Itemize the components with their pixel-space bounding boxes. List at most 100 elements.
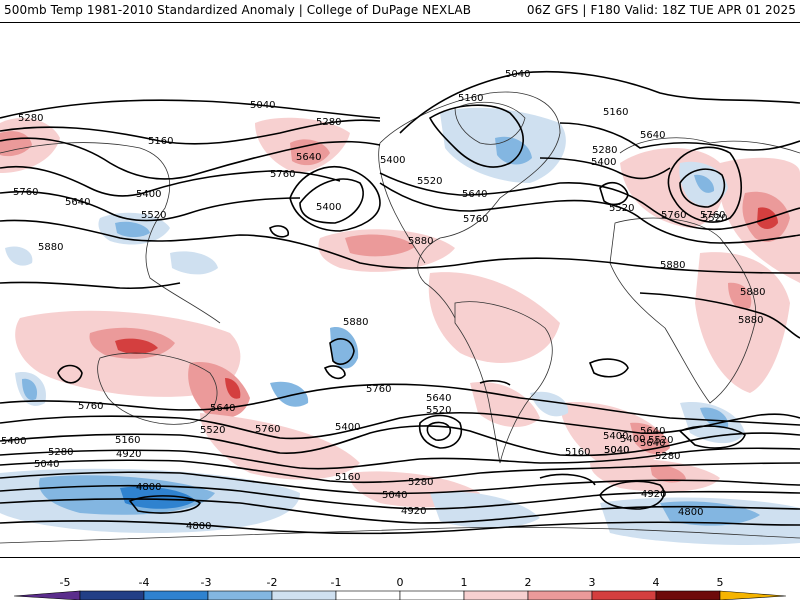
coastline-north-america-west xyxy=(378,142,426,264)
contour-line xyxy=(539,473,596,486)
contour-line xyxy=(289,166,381,232)
coastline-south-america xyxy=(454,301,553,464)
contour-label: 5760 xyxy=(13,187,38,198)
colorbar-tick-label: -5 xyxy=(60,576,71,589)
height-labels: 5040 5040 5160 5160 5280 5280 5160 5280 … xyxy=(1,69,765,532)
coastline-australia xyxy=(97,352,218,425)
contour-line xyxy=(559,122,800,151)
contour-label: 5520 xyxy=(426,405,451,416)
contour-line xyxy=(0,383,521,411)
coastline-antarctica xyxy=(0,526,800,544)
contour-label: 5400 xyxy=(591,157,616,168)
contour-line xyxy=(269,225,290,238)
contour-line xyxy=(0,219,471,269)
contour-line xyxy=(428,104,524,168)
colorbar-underflow xyxy=(13,590,81,600)
contour-label: 5280 xyxy=(18,113,43,124)
contour-label: 5280 xyxy=(48,447,73,458)
contour-label: 5040 xyxy=(382,490,407,501)
colorbar-tick-label: -3 xyxy=(201,576,212,589)
contour-label: 5880 xyxy=(343,317,368,328)
coastline-africa xyxy=(609,217,757,404)
colorbar-tick-label: 0 xyxy=(397,576,404,589)
colorbar-swatch xyxy=(655,590,721,600)
colorbar-swatch xyxy=(271,590,337,600)
contour-label: 5280 xyxy=(592,145,617,156)
anomaly-patch xyxy=(695,252,790,393)
contour-line xyxy=(0,484,800,510)
contour-line xyxy=(599,181,629,206)
anomaly-patch xyxy=(115,221,150,238)
colorbar-swatch xyxy=(463,590,529,600)
contour-label: 5640 xyxy=(462,189,487,200)
contour-label: 5760 xyxy=(463,214,488,225)
contour-line xyxy=(0,425,800,457)
contour-line xyxy=(0,119,381,145)
contour-line xyxy=(519,397,800,426)
map-title: 500mb Temp 1981-2010 Standardized Anomal… xyxy=(4,3,472,17)
contour-label: 5160 xyxy=(115,435,140,446)
contour-label: 5760 xyxy=(661,210,686,221)
coastline-greenland xyxy=(454,101,526,145)
southern-jet-labels: 5520 5640 5400 xyxy=(620,434,673,449)
contour-label: 5880 xyxy=(738,315,763,326)
contour-label: 5520 xyxy=(648,435,673,446)
contour-label: 5280 xyxy=(655,451,680,462)
contour-label: 5520 xyxy=(417,176,442,187)
contour-line xyxy=(0,281,181,290)
contour-line xyxy=(0,459,800,484)
colorbar-swatch xyxy=(207,590,273,600)
contour-line xyxy=(0,520,800,535)
contour-line xyxy=(379,172,800,231)
contour-line xyxy=(323,365,346,380)
coastlines xyxy=(0,91,800,544)
contour-label: 4920 xyxy=(641,489,666,500)
anomaly-patch xyxy=(115,338,158,354)
anomaly-patch xyxy=(428,272,560,363)
anomaly-patch xyxy=(120,486,195,509)
anomaly-patch xyxy=(694,174,715,193)
contour-line xyxy=(418,414,462,449)
contour-line xyxy=(379,182,800,244)
contour-label: 5040 xyxy=(34,459,59,470)
contour-label: 4800 xyxy=(136,482,161,493)
contour-line xyxy=(0,447,800,470)
anomaly-patch xyxy=(530,391,569,417)
contour-label: 5880 xyxy=(38,242,63,253)
anomaly-patch xyxy=(22,378,38,401)
anomaly-patch xyxy=(430,491,540,529)
contour-label: 5280 xyxy=(408,477,433,488)
contour-line xyxy=(0,190,301,222)
contour-label: 5160 xyxy=(565,447,590,458)
contour-label: 5640 xyxy=(65,197,90,208)
contour-line xyxy=(539,157,671,180)
contour-label: 5640 xyxy=(426,393,451,404)
contour-line xyxy=(0,137,381,180)
contour-label: 5760 xyxy=(78,401,103,412)
positive-anomaly-shading xyxy=(0,117,800,508)
anomaly-patch xyxy=(270,381,309,407)
contour-line xyxy=(299,178,364,224)
contour-label: 5280 xyxy=(316,117,341,128)
map-canvas: 5040 5040 5160 5160 5280 5280 5160 5280 … xyxy=(0,69,800,545)
anomaly-patch xyxy=(290,139,330,166)
colorbar-overflow xyxy=(719,590,787,600)
contour-line xyxy=(588,358,629,378)
contour-line xyxy=(426,421,452,441)
anomaly-patch xyxy=(5,246,33,266)
colorbar-swatch xyxy=(143,590,209,600)
contour-label: 5400 xyxy=(380,155,405,166)
colorbar-swatch xyxy=(335,590,401,600)
coastline-north-america xyxy=(379,91,561,319)
contour-label: 4920 xyxy=(401,506,426,517)
contour-label: 5640 xyxy=(640,426,665,437)
contour-line xyxy=(329,338,355,365)
contour-line xyxy=(128,495,202,514)
height-contours xyxy=(0,70,800,535)
anomaly-patch xyxy=(170,251,218,275)
contour-label: 5880 xyxy=(408,236,433,247)
coastline-europe xyxy=(619,137,800,154)
contour-label: 5400 xyxy=(335,422,360,433)
contour-line xyxy=(0,99,381,119)
colorbar-tick-label: -4 xyxy=(139,576,150,589)
